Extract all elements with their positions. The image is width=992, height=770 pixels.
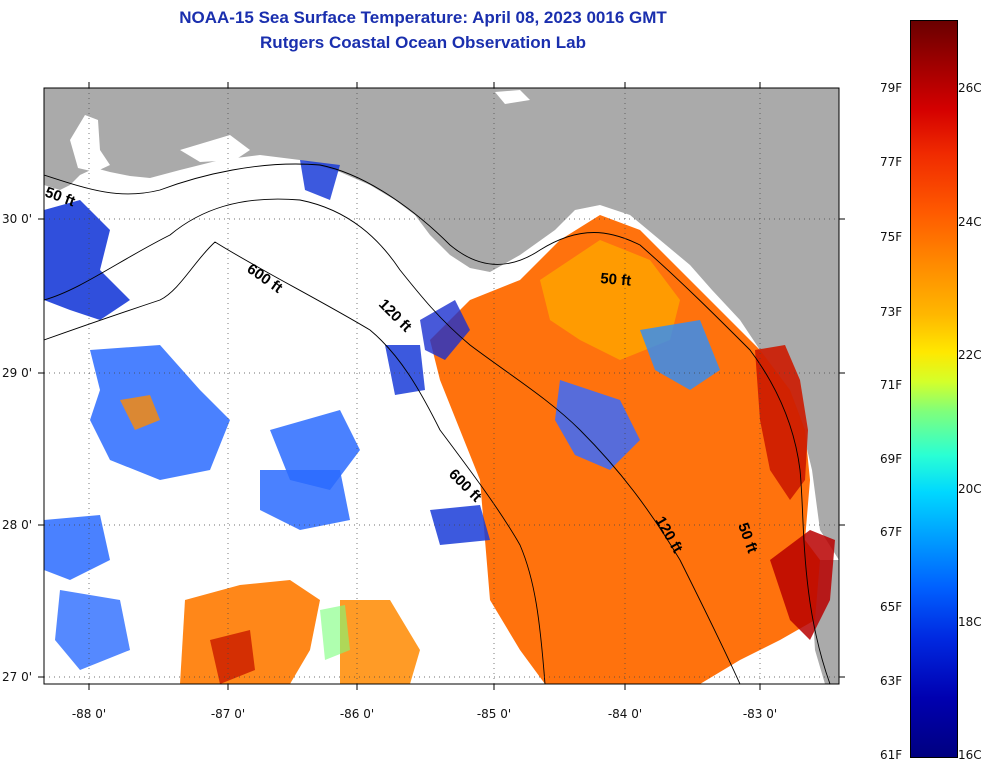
sst-cool-coast: [420, 300, 470, 360]
lon-label: -85 0': [476, 707, 512, 721]
lon-label: -88 0': [71, 707, 107, 721]
colorbar-f-label: 79F: [880, 81, 903, 95]
colorbar-f-label: 61F: [880, 748, 903, 762]
colorbar-f-label: 71F: [880, 378, 903, 392]
colorbar-f-label: 67F: [880, 525, 903, 539]
map-subtitle: Rutgers Coastal Ocean Observation Lab: [260, 33, 586, 52]
sst-cold-patch: [44, 515, 110, 580]
sst-warm-south: [340, 600, 420, 684]
map-title: NOAA-15 Sea Surface Temperature: April 0…: [179, 8, 667, 27]
colorbar-c-label: 22C: [958, 348, 982, 362]
axis-ticks: [38, 82, 845, 690]
lat-label: 27 0': [2, 670, 33, 684]
temperature-colorbar: [910, 20, 958, 758]
sst-cold-west: [44, 200, 130, 320]
lat-label: 30 0': [2, 212, 33, 226]
sst-warm-speck: [120, 395, 160, 430]
coastal-bay: [70, 115, 110, 172]
coastal-bay: [180, 135, 250, 162]
sst-cold-patch: [90, 345, 230, 480]
sst-cool-coast: [640, 320, 720, 390]
colorbar-c-label: 24C: [958, 215, 982, 229]
colorbar-f-label: 63F: [880, 674, 903, 688]
contour-50ft: [44, 163, 831, 684]
colorbar-c-label: 20C: [958, 482, 982, 496]
colorbar-c-label: 18C: [958, 615, 982, 629]
colorbar-f-label: 65F: [880, 600, 903, 614]
sst-cold-patch: [385, 345, 425, 395]
colorbar-c-label: 16C: [958, 748, 982, 762]
contour-600ft: [44, 241, 546, 684]
sst-hot-coast: [770, 530, 835, 640]
colorbar-c-label: 26C: [958, 81, 982, 95]
sst-cool-coast: [555, 380, 640, 470]
lat-label: 29 0': [2, 366, 33, 380]
colorbar-f-label: 77F: [880, 155, 903, 169]
lat-label: 28 0': [2, 518, 33, 532]
lon-label: -86 0': [339, 707, 375, 721]
coastal-bay: [495, 90, 530, 104]
colorbar-f-label: 75F: [880, 230, 903, 244]
colorbar-f-label: 73F: [880, 305, 903, 319]
sst-cool-southwest: [320, 605, 350, 660]
sst-cold-patch: [300, 160, 340, 200]
sst-cold-patch: [260, 470, 350, 530]
sst-cold-patch: [55, 590, 130, 670]
lon-label: -87 0': [210, 707, 246, 721]
lon-label: -84 0': [607, 707, 643, 721]
depth-contours: [44, 163, 831, 684]
lon-label: -83 0': [742, 707, 778, 721]
sst-hot-southwest: [210, 630, 255, 684]
contour-label: 50 ft: [600, 270, 632, 290]
map-frame: [43, 87, 840, 685]
colorbar-f-label: 69F: [880, 452, 903, 466]
contour-120ft: [44, 198, 741, 684]
sst-hot-coast: [755, 345, 808, 500]
land-mass: [44, 88, 839, 560]
